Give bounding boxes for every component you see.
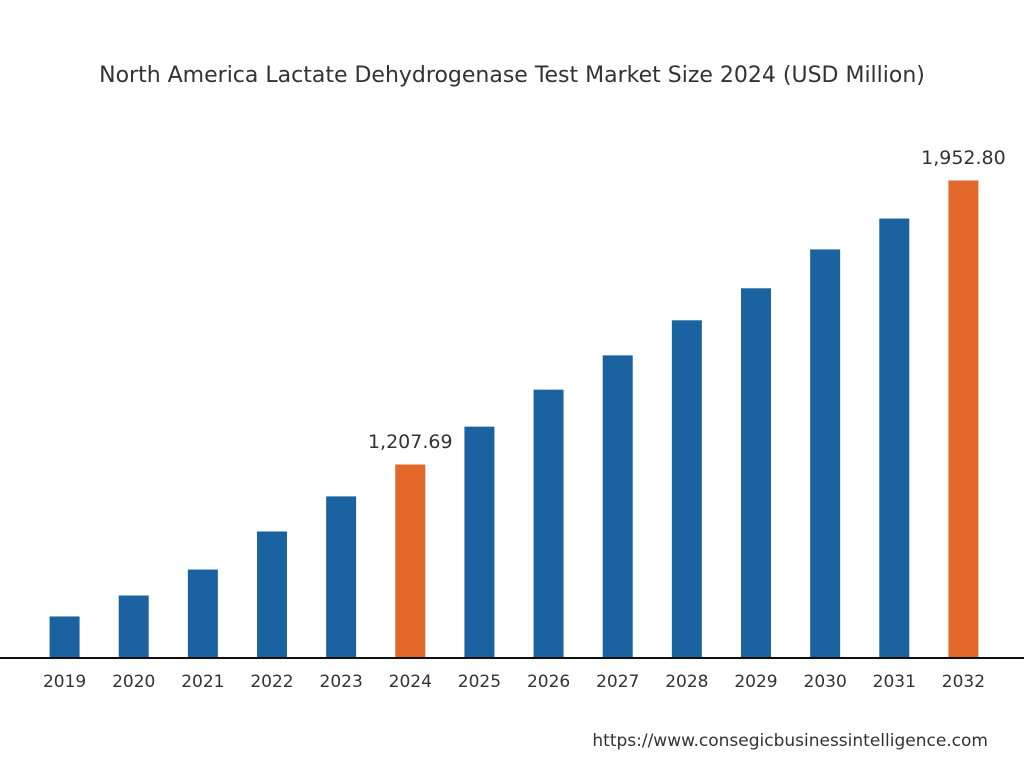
bar xyxy=(533,389,564,658)
x-tick-label: 2030 xyxy=(804,672,847,692)
bar xyxy=(49,616,80,658)
x-tick-label: 2031 xyxy=(873,672,916,692)
x-tick-label: 2025 xyxy=(458,672,501,692)
x-tick-label: 2020 xyxy=(112,672,155,692)
bar xyxy=(187,569,218,658)
x-tick-label: 2024 xyxy=(389,672,432,692)
bar xyxy=(810,249,841,658)
bar xyxy=(257,531,287,658)
source: https://www.consegicbusinessintelligence… xyxy=(592,731,988,751)
chart-title: North America Lactate Dehydrogenase Test… xyxy=(99,63,925,88)
bar xyxy=(948,180,979,659)
bar xyxy=(326,496,357,658)
x-tick-label: 2021 xyxy=(181,672,224,692)
x-tick-label: 2023 xyxy=(320,672,363,692)
bar xyxy=(602,355,633,658)
bar xyxy=(671,320,702,658)
value-label: 1,207.69 xyxy=(368,431,453,453)
bar xyxy=(395,464,426,658)
x-tick-label: 2027 xyxy=(596,672,639,692)
x-tick-label: 2032 xyxy=(942,672,985,692)
bar xyxy=(741,288,771,658)
bar xyxy=(118,595,149,658)
bar xyxy=(464,426,495,658)
x-tick-label: 2019 xyxy=(43,672,86,692)
x-tick-label: 2028 xyxy=(665,672,708,692)
bar xyxy=(879,218,910,658)
value-label: 1,952.80 xyxy=(921,147,1006,169)
x-tick-label: 2029 xyxy=(734,672,777,692)
x-tick-label: 2026 xyxy=(527,672,570,692)
x-tick-label: 2022 xyxy=(250,672,293,692)
